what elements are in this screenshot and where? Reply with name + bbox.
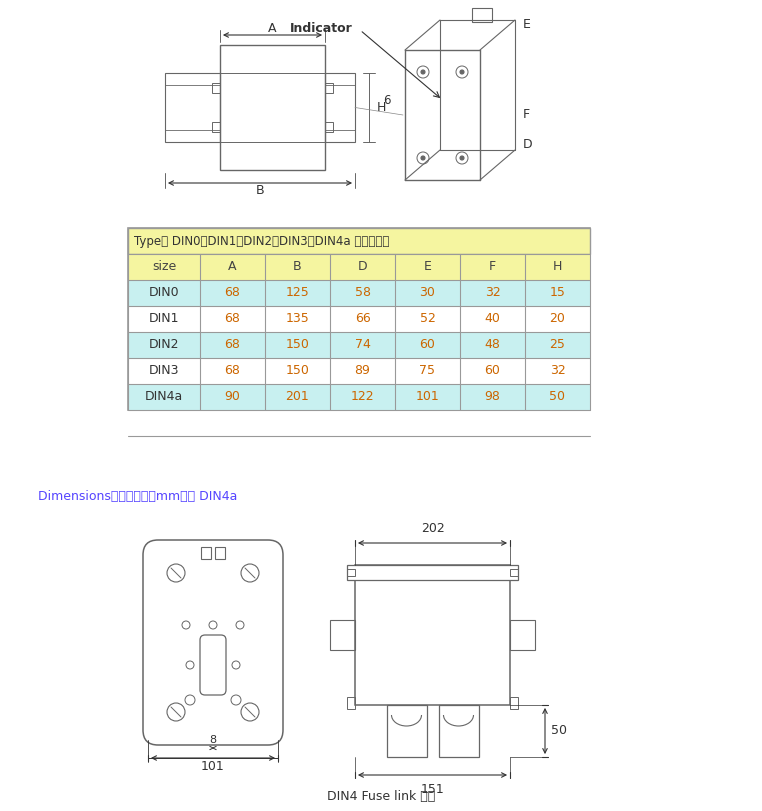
Bar [128, 306, 590, 332]
Bar [330, 620, 355, 650]
Bar [128, 254, 590, 280]
Text: 8: 8 [210, 735, 216, 745]
Circle shape [421, 156, 425, 160]
Text: 122: 122 [351, 391, 374, 404]
Bar [212, 122, 220, 132]
Bar [165, 73, 220, 142]
Text: 75: 75 [420, 364, 436, 377]
FancyBboxPatch shape [200, 635, 226, 695]
Text: DIN1: DIN1 [149, 312, 179, 325]
Text: B: B [256, 184, 264, 198]
Bar [472, 8, 492, 22]
Text: 68: 68 [225, 338, 241, 351]
Bar [215, 547, 225, 559]
Text: A: A [229, 260, 237, 273]
Bar [347, 697, 355, 709]
Bar [128, 280, 590, 306]
Bar [347, 565, 518, 580]
Text: 101: 101 [201, 761, 225, 774]
Text: 202: 202 [421, 522, 444, 535]
Text: 66: 66 [354, 312, 370, 325]
Circle shape [460, 156, 464, 160]
Text: B: B [293, 260, 302, 273]
Text: DIN2: DIN2 [149, 338, 179, 351]
Text: Dimensions安装尺寸图（mm）： DIN4a: Dimensions安装尺寸图（mm）： DIN4a [38, 491, 238, 504]
Bar [128, 358, 590, 384]
Bar [128, 228, 590, 410]
Text: 151: 151 [421, 783, 444, 796]
Text: DIN0: DIN0 [149, 286, 179, 299]
Text: 32: 32 [549, 364, 565, 377]
Text: D: D [523, 139, 533, 152]
Text: 74: 74 [354, 338, 370, 351]
Bar [510, 620, 535, 650]
Text: F: F [489, 260, 496, 273]
Text: 58: 58 [354, 286, 370, 299]
Text: 135: 135 [286, 312, 309, 325]
Text: D: D [357, 260, 367, 273]
FancyBboxPatch shape [143, 540, 283, 745]
Text: F: F [523, 109, 530, 122]
Circle shape [460, 70, 464, 74]
Text: A: A [268, 22, 277, 35]
Text: 98: 98 [485, 391, 501, 404]
Text: 60: 60 [420, 338, 435, 351]
Bar [128, 384, 590, 410]
Circle shape [421, 70, 425, 74]
Text: DIN4a: DIN4a [145, 391, 183, 404]
Bar [438, 705, 479, 757]
Text: 50: 50 [551, 724, 567, 737]
Bar [212, 83, 220, 93]
Bar [510, 569, 518, 576]
Bar [201, 547, 211, 559]
Text: Type： DIN0、DIN1、DIN2、DIN3、DIN4a 尺寸示意图: Type： DIN0、DIN1、DIN2、DIN3、DIN4a 尺寸示意图 [134, 234, 389, 247]
Text: Indicator: Indicator [290, 22, 353, 35]
Bar [386, 705, 427, 757]
Text: 60: 60 [485, 364, 501, 377]
Bar [325, 83, 333, 93]
Text: size: size [152, 260, 176, 273]
Text: 15: 15 [549, 286, 565, 299]
Text: 52: 52 [420, 312, 435, 325]
Text: 101: 101 [415, 391, 440, 404]
Bar [128, 228, 590, 254]
Bar [220, 45, 325, 170]
Text: 150: 150 [286, 338, 309, 351]
Text: 68: 68 [225, 364, 241, 377]
Text: 150: 150 [286, 364, 309, 377]
Text: H: H [552, 260, 562, 273]
Text: 20: 20 [549, 312, 565, 325]
Bar [510, 697, 518, 709]
Text: 50: 50 [549, 391, 565, 404]
Text: 68: 68 [225, 286, 241, 299]
Text: DIN4 Fuse link 熔体: DIN4 Fuse link 熔体 [327, 791, 435, 804]
Text: 89: 89 [354, 364, 370, 377]
Text: E: E [424, 260, 431, 273]
Text: 40: 40 [485, 312, 501, 325]
Bar [347, 569, 355, 576]
Text: 6: 6 [383, 93, 391, 106]
Text: E: E [523, 19, 531, 32]
Text: 68: 68 [225, 312, 241, 325]
Bar [325, 73, 355, 142]
Text: 48: 48 [485, 338, 501, 351]
Text: 25: 25 [549, 338, 565, 351]
Bar [355, 565, 510, 705]
Bar [128, 332, 590, 358]
Text: 125: 125 [286, 286, 309, 299]
Text: 30: 30 [420, 286, 435, 299]
Text: H: H [377, 101, 386, 114]
Text: DIN3: DIN3 [149, 364, 179, 377]
Text: 32: 32 [485, 286, 501, 299]
Text: 90: 90 [225, 391, 241, 404]
Text: 201: 201 [286, 391, 309, 404]
Bar [325, 122, 333, 132]
